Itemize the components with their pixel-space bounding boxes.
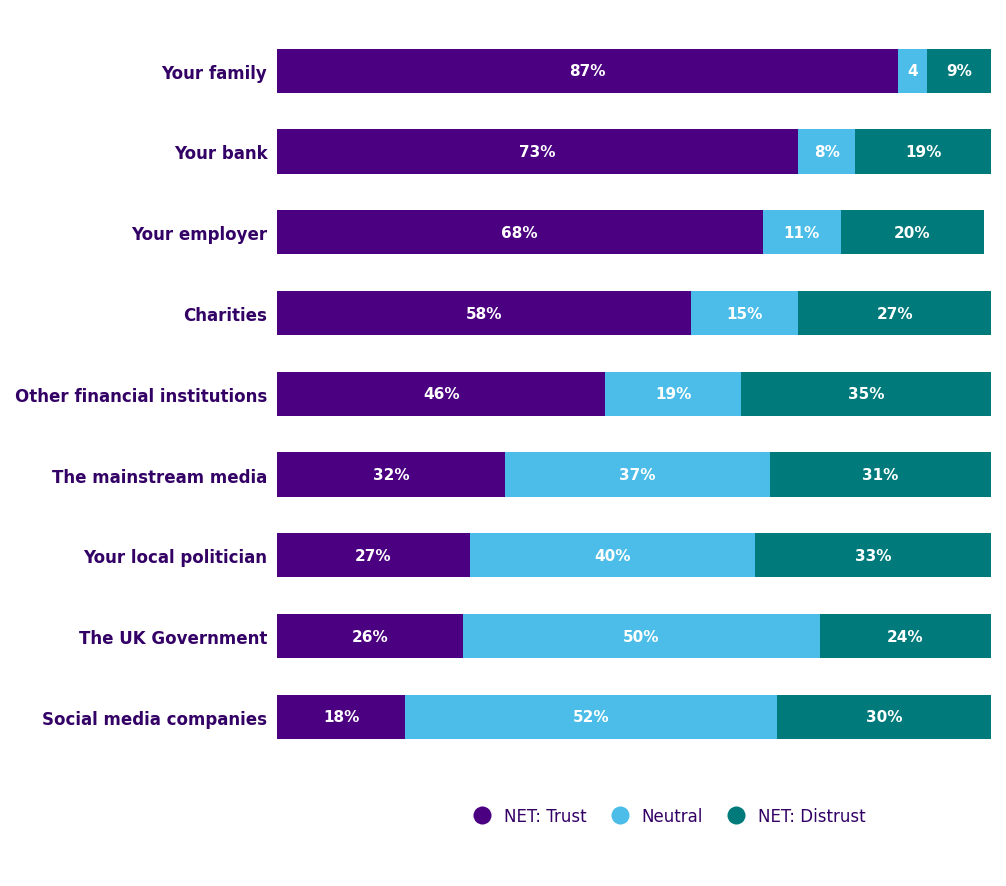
Text: 35%: 35% (848, 387, 884, 402)
Bar (463, 614, 820, 658)
Text: 87%: 87% (569, 64, 606, 79)
Text: 50%: 50% (623, 629, 659, 644)
Bar (898, 50, 927, 94)
Text: 11%: 11% (784, 226, 820, 240)
Bar (277, 453, 505, 497)
Bar (841, 211, 984, 255)
Bar (770, 453, 991, 497)
Bar (798, 130, 855, 175)
Bar (798, 291, 991, 336)
Text: 24%: 24% (887, 629, 924, 644)
Bar (927, 50, 991, 94)
Text: 30%: 30% (865, 710, 902, 725)
Bar (277, 533, 470, 578)
Text: 4: 4 (907, 64, 917, 79)
Text: 27%: 27% (355, 548, 391, 563)
Bar (741, 372, 991, 416)
Text: 8%: 8% (814, 144, 840, 159)
Bar (277, 291, 691, 336)
Text: 58%: 58% (466, 307, 502, 321)
Text: 52%: 52% (572, 710, 610, 725)
Bar (405, 695, 777, 739)
Text: 19%: 19% (905, 144, 942, 159)
Text: 31%: 31% (862, 468, 898, 483)
Text: 32%: 32% (373, 468, 409, 483)
Text: 9%: 9% (946, 64, 972, 79)
Bar (763, 211, 841, 255)
Bar (777, 695, 991, 739)
Bar (756, 533, 991, 578)
Bar (277, 695, 405, 739)
Bar (277, 50, 898, 94)
Bar (606, 372, 741, 416)
Bar (277, 130, 798, 175)
Legend: NET: Trust, Neutral, NET: Distrust: NET: Trust, Neutral, NET: Distrust (466, 799, 874, 834)
Bar (820, 614, 991, 658)
Text: 68%: 68% (501, 226, 538, 240)
Text: 19%: 19% (655, 387, 691, 402)
Text: 33%: 33% (855, 548, 891, 563)
Text: 15%: 15% (726, 307, 763, 321)
Bar (470, 533, 756, 578)
Text: 20%: 20% (894, 226, 931, 240)
Bar (277, 614, 463, 658)
Bar (277, 372, 606, 416)
Text: 37%: 37% (620, 468, 656, 483)
Text: 26%: 26% (351, 629, 388, 644)
Bar (691, 291, 798, 336)
Text: 27%: 27% (876, 307, 912, 321)
Text: 18%: 18% (323, 710, 359, 725)
Bar (505, 453, 770, 497)
Text: 46%: 46% (423, 387, 460, 402)
Text: 40%: 40% (595, 548, 631, 563)
Bar (855, 130, 991, 175)
Bar (277, 211, 763, 255)
Text: 73%: 73% (519, 144, 556, 159)
